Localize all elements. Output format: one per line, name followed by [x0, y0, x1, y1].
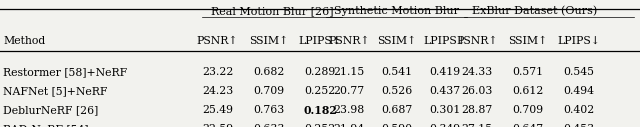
Text: Restormer [58]+NeRF: Restormer [58]+NeRF: [3, 67, 127, 77]
Text: 0.571: 0.571: [513, 67, 543, 77]
Text: 0.494: 0.494: [564, 86, 595, 96]
Text: Method: Method: [3, 36, 45, 46]
Text: 0.453: 0.453: [564, 124, 595, 127]
Text: 21.94: 21.94: [333, 124, 364, 127]
Text: 0.349: 0.349: [429, 124, 460, 127]
Text: 23.98: 23.98: [333, 105, 364, 115]
Text: 0.590: 0.590: [381, 124, 412, 127]
Text: 0.419: 0.419: [429, 67, 460, 77]
Text: Synthetic Motion Blur: Synthetic Motion Blur: [334, 6, 460, 16]
Text: 0.687: 0.687: [381, 105, 412, 115]
Text: 0.182: 0.182: [303, 105, 337, 116]
Text: 0.545: 0.545: [564, 67, 595, 77]
Text: 21.15: 21.15: [333, 67, 364, 77]
Text: LPIPS↓: LPIPS↓: [299, 36, 341, 46]
Text: 20.77: 20.77: [333, 86, 364, 96]
Text: 22.59: 22.59: [202, 124, 233, 127]
Text: 0.612: 0.612: [512, 86, 544, 96]
Text: 0.763: 0.763: [253, 105, 284, 115]
Text: 27.15: 27.15: [461, 124, 492, 127]
Text: 23.22: 23.22: [202, 67, 234, 77]
Text: 25.49: 25.49: [202, 105, 233, 115]
Text: DeblurNeRF [26]: DeblurNeRF [26]: [3, 105, 99, 115]
Text: ExBlur Dataset (Ours): ExBlur Dataset (Ours): [472, 6, 597, 17]
Text: 26.03: 26.03: [461, 86, 493, 96]
Text: 0.437: 0.437: [429, 86, 460, 96]
Text: SSIM↑: SSIM↑: [377, 36, 417, 46]
Text: LPIPS↓: LPIPS↓: [558, 36, 600, 46]
Text: NAFNet [5]+NeRF: NAFNet [5]+NeRF: [3, 86, 108, 96]
Text: 0.541: 0.541: [381, 67, 412, 77]
Text: 0.682: 0.682: [253, 67, 285, 77]
Text: 0.647: 0.647: [513, 124, 543, 127]
Text: SSIM↑: SSIM↑: [508, 36, 548, 46]
Text: 28.87: 28.87: [461, 105, 492, 115]
Text: 24.33: 24.33: [461, 67, 492, 77]
Text: 0.252: 0.252: [305, 86, 335, 96]
Text: 24.23: 24.23: [202, 86, 233, 96]
Text: 0.402: 0.402: [564, 105, 595, 115]
Text: PSNR↑: PSNR↑: [328, 36, 369, 46]
Text: SSIM↑: SSIM↑: [249, 36, 289, 46]
Text: 0.526: 0.526: [381, 86, 412, 96]
Text: Real Motion Blur [26]: Real Motion Blur [26]: [211, 6, 333, 16]
Text: PSNR↑: PSNR↑: [197, 36, 238, 46]
Text: 0.709: 0.709: [253, 86, 284, 96]
Text: 0.252: 0.252: [305, 124, 335, 127]
Text: PSNR↑: PSNR↑: [456, 36, 497, 46]
Text: 0.633: 0.633: [253, 124, 285, 127]
Text: 0.709: 0.709: [513, 105, 543, 115]
Text: 0.301: 0.301: [429, 105, 461, 115]
Text: 0.289: 0.289: [305, 67, 335, 77]
Text: LPIPS↓: LPIPS↓: [424, 36, 466, 46]
Text: BAD-NeRF [54]: BAD-NeRF [54]: [3, 124, 89, 127]
